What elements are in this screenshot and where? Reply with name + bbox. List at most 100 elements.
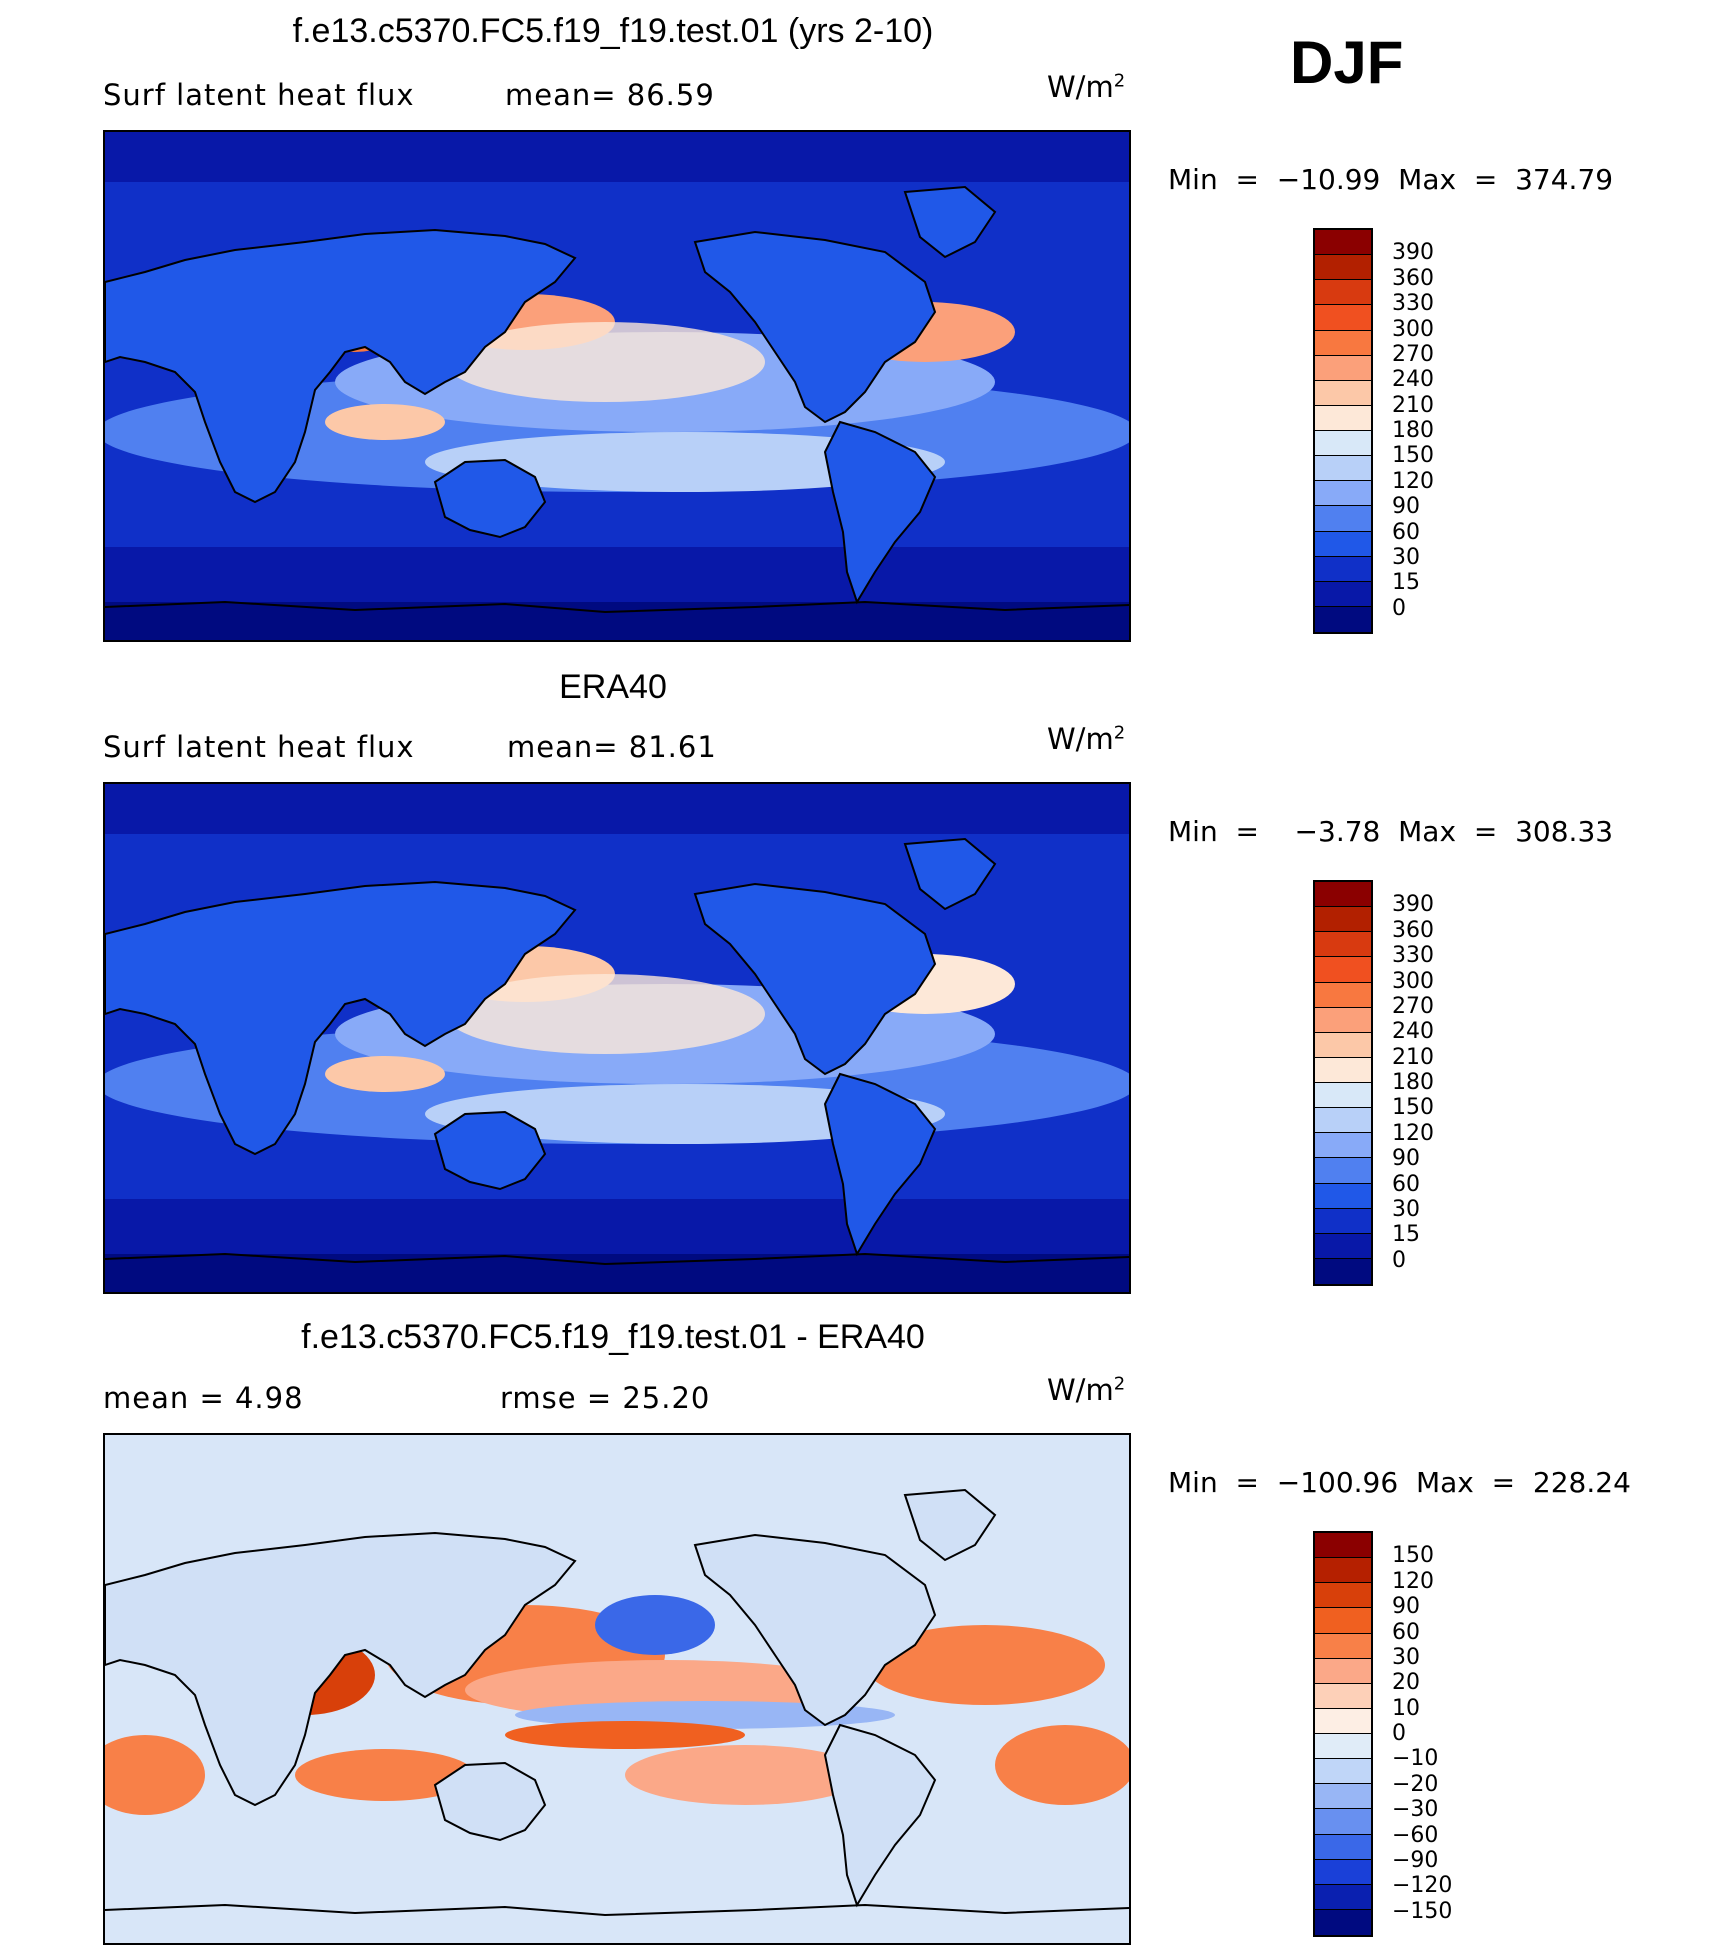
panel-1-title: f.e13.c5370.FC5.f19_f19.test.01 (yrs 2-1… <box>292 12 934 50</box>
coastline <box>105 1252 1129 1266</box>
panel-2-units: W/m2 <box>1047 722 1125 756</box>
colorbar-segment <box>1315 1784 1371 1810</box>
colorbar-segment <box>1315 1759 1371 1785</box>
coastline <box>105 600 1129 614</box>
colorbar-tick-label: 30 <box>1392 544 1420 570</box>
colorbar-tick-label: 90 <box>1392 1594 1420 1620</box>
units-exponent: 2 <box>1113 722 1126 744</box>
colorbar-segment <box>1315 1884 1371 1910</box>
colorbar-tick-label: −60 <box>1392 1822 1439 1848</box>
units-exponent: 2 <box>1113 1373 1126 1395</box>
colorbar-segment <box>1315 1558 1371 1584</box>
panel-3-colorbar <box>1313 1531 1373 1937</box>
colorbar-segment <box>1315 255 1371 281</box>
coastline <box>693 1533 937 1727</box>
colorbar-segment <box>1315 1233 1371 1259</box>
colorbar-segment <box>1315 1158 1371 1184</box>
colorbar-tick-label: 360 <box>1392 265 1434 291</box>
colorbar-tick-label: 300 <box>1392 968 1434 994</box>
colorbar-tick-label: 240 <box>1392 1019 1434 1045</box>
colorbar-tick-label: 330 <box>1392 291 1434 317</box>
panel-1-colorbar <box>1313 228 1373 634</box>
colorbar-segment <box>1315 230 1371 256</box>
colorbar-segment <box>1315 957 1371 983</box>
coastline <box>903 185 997 259</box>
colorbar-segment <box>1315 1057 1371 1083</box>
colorbar-tick-label: −30 <box>1392 1797 1439 1823</box>
colorbar-tick-label: 270 <box>1392 993 1434 1019</box>
colorbar-segment <box>1315 606 1371 632</box>
colorbar-tick-label: 270 <box>1392 341 1434 367</box>
panel-3-map <box>103 1433 1131 1945</box>
colorbar-tick-label: 150 <box>1392 1543 1434 1569</box>
colorbar-segment <box>1315 1108 1371 1134</box>
colorbar-segment <box>1315 932 1371 958</box>
colorbar-tick-label: 360 <box>1392 917 1434 943</box>
colorbar-segment <box>1315 982 1371 1008</box>
colorbar-tick-label: −20 <box>1392 1771 1439 1797</box>
colorbar-segment <box>1315 506 1371 532</box>
colorbar-segment <box>1315 481 1371 507</box>
coastline <box>105 1531 577 1807</box>
coastline <box>903 837 997 911</box>
panel-2-title: ERA40 <box>559 668 667 706</box>
colorbar-tick-label: 0 <box>1392 1721 1406 1746</box>
panel-1-units: W/m2 <box>1047 70 1125 104</box>
colorbar-segment <box>1315 1909 1371 1935</box>
colorbar-tick-label: 90 <box>1392 1146 1420 1172</box>
colorbar-segment <box>1315 1608 1371 1634</box>
colorbar-segment <box>1315 1083 1371 1109</box>
panel-2-minmax: Min = −3.78 Max = 308.33 <box>1168 815 1614 848</box>
colorbar-segment <box>1315 1834 1371 1860</box>
colorbar-tick-label: 390 <box>1392 240 1434 266</box>
panel-1-variable-label: Surf latent heat flux <box>103 78 415 112</box>
coastline <box>433 1761 547 1842</box>
units-exponent: 2 <box>1113 70 1126 92</box>
panel-3-mean-label: mean = 4.98 <box>103 1381 304 1415</box>
colorbar-segment <box>1315 1809 1371 1835</box>
colorbar-tick-label: 210 <box>1392 392 1434 418</box>
colorbar-segment <box>1315 882 1371 908</box>
colorbar-tick-label: 60 <box>1392 519 1420 545</box>
colorbar-tick-label: 0 <box>1392 595 1406 621</box>
colorbar-tick-label: −90 <box>1392 1847 1439 1873</box>
panel-3-title: f.e13.c5370.FC5.f19_f19.test.01 - ERA40 <box>301 1318 925 1356</box>
coastline <box>823 1072 937 1257</box>
panel-1-map <box>103 130 1131 642</box>
colorbar-segment <box>1315 380 1371 406</box>
coastline <box>105 228 577 504</box>
colorbar-segment <box>1315 456 1371 482</box>
colorbar-segment <box>1315 1258 1371 1284</box>
panel-3-rmse-label: rmse = 25.20 <box>500 1381 711 1415</box>
colorbar-tick-label: 210 <box>1392 1044 1434 1070</box>
panel-2-variable-label: Surf latent heat flux <box>103 730 415 764</box>
colorbar-segment <box>1315 431 1371 457</box>
colorbar-segment <box>1315 330 1371 356</box>
colorbar-segment <box>1315 1183 1371 1209</box>
colorbar-segment <box>1315 405 1371 431</box>
coastline <box>105 880 577 1156</box>
coastline <box>823 420 937 605</box>
colorbar-segment <box>1315 1583 1371 1609</box>
colorbar-tick-label: 150 <box>1392 1095 1434 1121</box>
colorbar-segment <box>1315 1133 1371 1159</box>
colorbar-segment <box>1315 1633 1371 1659</box>
coastline <box>903 1488 997 1562</box>
colorbar-tick-label: 390 <box>1392 892 1434 918</box>
colorbar-tick-label: 300 <box>1392 316 1434 342</box>
units-text: W/m <box>1047 1373 1114 1407</box>
colorbar-segment <box>1315 305 1371 331</box>
colorbar-tick-label: 180 <box>1392 1070 1434 1095</box>
colorbar-segment <box>1315 280 1371 306</box>
colorbar-tick-label: 330 <box>1392 943 1434 969</box>
coastline <box>433 458 547 539</box>
colorbar-segment <box>1315 1734 1371 1760</box>
panel-2-colorbar <box>1313 880 1373 1286</box>
colorbar-tick-label: 90 <box>1392 494 1420 520</box>
panel-2-map <box>103 782 1131 1294</box>
colorbar-segment <box>1315 907 1371 933</box>
colorbar-tick-label: 30 <box>1392 1196 1420 1222</box>
panel-3-units: W/m2 <box>1047 1373 1125 1407</box>
coastline <box>823 1723 937 1908</box>
colorbar-tick-label: 150 <box>1392 443 1434 469</box>
